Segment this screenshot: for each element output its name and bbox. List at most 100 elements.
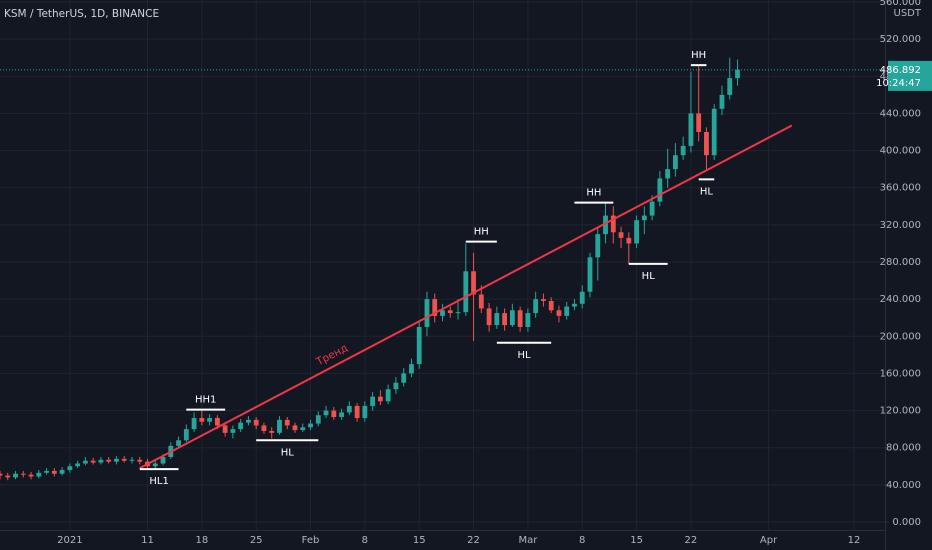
candle-body xyxy=(579,291,585,304)
currency-label: USDT xyxy=(894,8,922,19)
candle-body xyxy=(548,301,554,311)
candle-body xyxy=(5,475,11,478)
candle-body xyxy=(339,412,344,418)
candle-body xyxy=(455,312,461,314)
candle-body xyxy=(432,299,438,316)
y-tick-label: 560.000 xyxy=(880,0,921,8)
candle-body xyxy=(517,310,523,327)
x-tick-label: Apr xyxy=(760,535,778,546)
candle-body xyxy=(59,470,65,474)
candle-body xyxy=(704,132,709,156)
last-price-box xyxy=(888,60,932,91)
y-tick-label: 360.000 xyxy=(880,183,921,194)
candle-body xyxy=(393,382,399,390)
candle-body xyxy=(214,418,220,426)
x-tick-label: 25 xyxy=(250,535,263,546)
candle-body xyxy=(230,429,236,433)
candle-body xyxy=(354,405,360,418)
x-tick-label: 8 xyxy=(579,535,585,546)
candle-body xyxy=(20,473,26,475)
grid xyxy=(0,0,885,530)
marker-label: HL xyxy=(642,271,656,282)
marker-label: HL xyxy=(700,186,714,197)
candle-body xyxy=(137,459,143,462)
candle-body xyxy=(315,415,321,424)
candle-body xyxy=(587,257,593,292)
candle-body xyxy=(176,440,181,446)
candle-body xyxy=(610,215,616,233)
candle-body xyxy=(246,419,251,423)
candle-body xyxy=(129,459,135,461)
candle-body xyxy=(377,396,383,402)
marker-label: HH1 xyxy=(195,395,216,406)
marker-label: HL xyxy=(517,350,531,361)
candle-body xyxy=(634,220,639,244)
candle-body xyxy=(82,460,88,464)
candle-body xyxy=(494,313,500,326)
candle-body xyxy=(509,310,515,326)
candle-body xyxy=(385,389,391,402)
candle-body xyxy=(183,429,189,441)
candle-body xyxy=(207,418,213,422)
y-tick-label: 160.000 xyxy=(880,368,921,379)
candle-body xyxy=(160,457,166,464)
x-tick-label: Feb xyxy=(302,535,320,546)
y-tick-label: 400.000 xyxy=(880,146,921,157)
candle-body xyxy=(471,271,476,295)
candle-body xyxy=(626,237,632,244)
candle-body xyxy=(13,473,18,478)
candle-body xyxy=(277,419,282,433)
candle-body xyxy=(253,419,259,426)
candle-body xyxy=(401,373,407,383)
candle-body xyxy=(106,459,112,462)
candle-body xyxy=(486,308,492,326)
candle-body xyxy=(649,201,655,216)
candle-body xyxy=(98,459,104,463)
y-tick-label: 320.000 xyxy=(880,220,921,231)
candle-body xyxy=(370,396,376,406)
y-tick-label: 80.000 xyxy=(886,443,921,454)
candle-body xyxy=(222,425,228,433)
trend-line xyxy=(139,124,793,470)
candle-body xyxy=(595,234,601,258)
candle-body xyxy=(199,418,205,422)
candle-body xyxy=(711,108,717,156)
y-tick-label: 240.000 xyxy=(880,294,921,305)
candle-body xyxy=(44,470,49,473)
candle-body xyxy=(603,215,608,235)
candle-body xyxy=(672,155,678,170)
candle-body xyxy=(440,310,445,316)
candle-body xyxy=(463,271,469,313)
candle-body xyxy=(572,303,577,307)
candle-body xyxy=(75,463,81,467)
candle-body xyxy=(665,169,671,179)
candle-body xyxy=(36,472,42,477)
y-tick-label: 0.000 xyxy=(892,517,921,528)
x-tick-label: 15 xyxy=(413,535,426,546)
candle-body xyxy=(308,423,313,428)
candle-body xyxy=(67,466,73,470)
last-price-label: 486.892 xyxy=(880,65,921,76)
x-tick-label: 2021 xyxy=(57,535,82,546)
candle-body xyxy=(300,427,306,431)
candle-body xyxy=(688,113,694,146)
candle-body xyxy=(727,78,733,95)
candle-body xyxy=(424,299,430,327)
x-tick-label: 22 xyxy=(467,535,480,546)
candle-body xyxy=(641,215,647,221)
x-tick-label: 11 xyxy=(141,535,154,546)
candle-body xyxy=(152,463,158,467)
marker-label: HH xyxy=(474,227,489,238)
candle-body xyxy=(564,306,570,316)
candle-body xyxy=(269,431,275,433)
candle-body xyxy=(541,299,546,301)
candle-body xyxy=(114,458,119,462)
candle-body xyxy=(533,299,539,314)
y-tick-label: 520.000 xyxy=(880,34,921,45)
y-tick-label: 120.000 xyxy=(880,406,921,417)
candle-body xyxy=(409,364,414,374)
candle-body xyxy=(51,470,57,474)
candle-body xyxy=(719,94,725,109)
candle-body xyxy=(478,294,484,309)
